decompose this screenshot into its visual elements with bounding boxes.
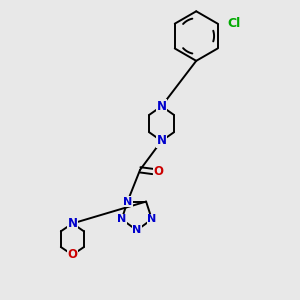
Text: N: N <box>132 225 141 235</box>
Text: O: O <box>68 248 77 261</box>
Text: N: N <box>157 134 166 147</box>
Text: N: N <box>157 100 166 113</box>
Text: N: N <box>117 214 126 224</box>
Text: N: N <box>68 217 77 230</box>
Text: Cl: Cl <box>228 17 241 30</box>
Text: N: N <box>147 214 157 224</box>
Text: O: O <box>154 165 164 178</box>
Text: N: N <box>123 196 132 207</box>
